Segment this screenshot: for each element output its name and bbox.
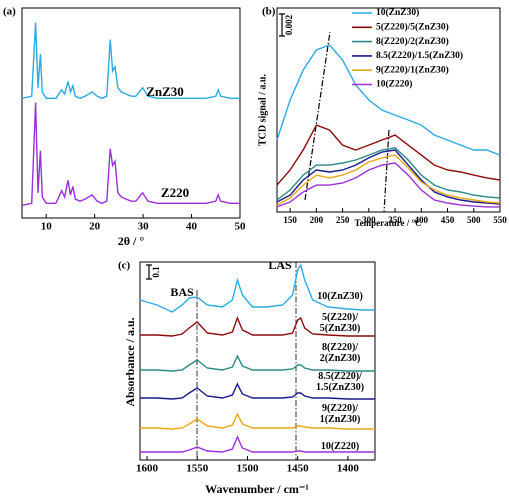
scale-bar bbox=[279, 13, 285, 37]
x-tick-label: 10 bbox=[41, 221, 53, 233]
y-axis-label: TCD signal / a.u. bbox=[257, 74, 268, 146]
curve-label: Z220 bbox=[160, 185, 190, 200]
x-tick-label: 1400 bbox=[337, 463, 360, 475]
peak-guide bbox=[304, 31, 331, 201]
x-tick-label: 500 bbox=[467, 215, 481, 225]
x-tick-label: 50 bbox=[235, 221, 247, 233]
x-tick-label: 30 bbox=[138, 221, 150, 233]
x-tick-label: 20 bbox=[89, 221, 101, 233]
x-tick-label: 450 bbox=[441, 215, 455, 225]
panel-label: (c) bbox=[118, 260, 131, 272]
x-tick-label: 1500 bbox=[236, 463, 259, 475]
legend-label: 10(ZnZ30) bbox=[376, 7, 419, 18]
curve-label: 8(Z220)/ 2(ZnZ30) bbox=[319, 342, 361, 364]
x-axis-label: Wavenumber / cm⁻¹ bbox=[205, 482, 309, 496]
x-axis-label: Temperature / °C bbox=[354, 218, 421, 228]
series-line bbox=[140, 435, 375, 453]
x-axis-label: 2θ / ° bbox=[118, 234, 145, 248]
x-tick-label: 200 bbox=[310, 215, 324, 225]
series-line bbox=[140, 316, 375, 337]
x-tick-label: 400 bbox=[415, 215, 429, 225]
plot-frame bbox=[21, 7, 241, 219]
series-line bbox=[140, 412, 375, 430]
scale-bar-label: 0.1 bbox=[151, 266, 161, 278]
x-tick-label: 1450 bbox=[287, 463, 310, 475]
plot-frame bbox=[139, 261, 376, 461]
series-line bbox=[276, 162, 500, 208]
legend-label: 8.5(Z220)/1.5(ZnZ30) bbox=[376, 50, 463, 61]
legend-label: 5(Z220)/5(ZnZ30) bbox=[376, 21, 449, 32]
plot-frame bbox=[276, 7, 501, 213]
series-line bbox=[276, 149, 501, 205]
series-line bbox=[276, 147, 501, 201]
curve-label: 8.5(Z220)/ 1.5(ZnZ30) bbox=[315, 371, 365, 393]
series-line bbox=[139, 263, 375, 313]
peak-guide bbox=[383, 129, 390, 213]
annotation: BAS bbox=[170, 285, 194, 299]
series-line bbox=[276, 154, 501, 206]
x-tick-label: 300 bbox=[362, 215, 376, 225]
legend-label: 8(Z220)/2(ZnZ30) bbox=[376, 36, 449, 47]
legend-label: 9(Z220)/1(ZnZ30) bbox=[376, 64, 449, 75]
series-line bbox=[21, 102, 240, 207]
curve-label: 5(Z220)/ 5(ZnZ30) bbox=[319, 312, 361, 334]
curve-label: 9(Z220)/ 1(ZnZ30) bbox=[319, 403, 361, 425]
x-tick-label: 350 bbox=[388, 215, 402, 225]
series-line bbox=[276, 44, 501, 156]
series-line bbox=[21, 22, 240, 100]
x-tick-label: 150 bbox=[283, 215, 297, 225]
series-line bbox=[276, 124, 501, 186]
x-tick-label: 250 bbox=[336, 215, 350, 225]
series-line bbox=[140, 382, 375, 400]
x-tick-label: 550 bbox=[493, 215, 507, 225]
annotation: LAS bbox=[268, 258, 292, 272]
x-tick-label: 1600 bbox=[136, 463, 159, 475]
panel-label: (b) bbox=[262, 6, 276, 18]
x-tick-label: 40 bbox=[186, 221, 198, 233]
x-tick-label: 1550 bbox=[186, 463, 209, 475]
scale-bar-label: 0.002 bbox=[284, 14, 294, 35]
legend-label: 10(Z220) bbox=[376, 79, 412, 90]
scale-bar bbox=[146, 264, 152, 280]
curve-label: 10(Z220) bbox=[320, 441, 360, 452]
y-axis-label: Absorbance / a.u. bbox=[123, 317, 137, 406]
panel-label: (a) bbox=[3, 6, 16, 18]
curve-label: 10(ZnZ30) bbox=[317, 291, 363, 302]
series-line bbox=[140, 354, 375, 372]
curve-label: ZnZ30 bbox=[146, 84, 184, 99]
